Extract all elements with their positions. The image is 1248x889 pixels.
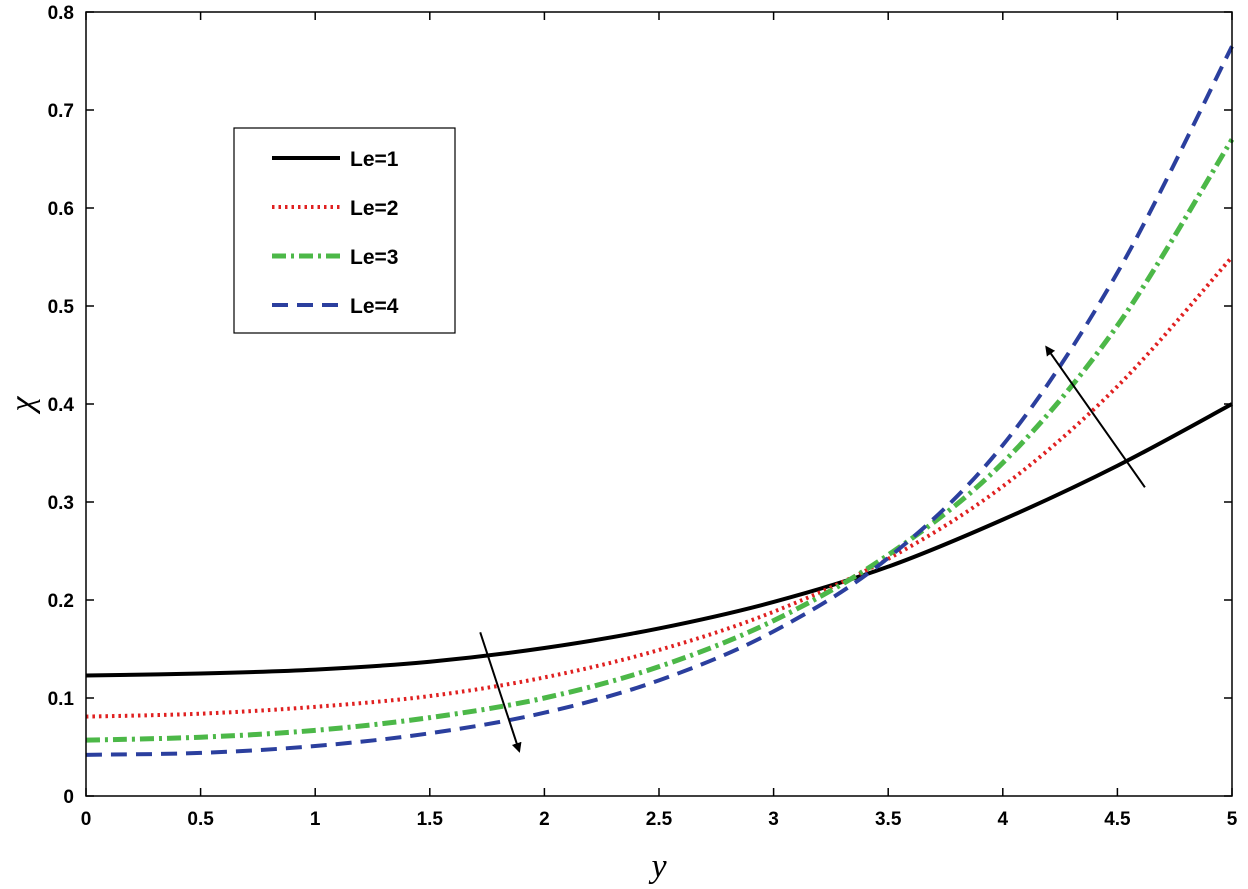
x-axis-label: y xyxy=(648,848,667,884)
x-tick-label: 3.5 xyxy=(875,809,902,830)
legend-label-3: Le=3 xyxy=(350,246,398,269)
y-tick-label: 0 xyxy=(63,787,74,808)
legend-label-4: Le=4 xyxy=(350,295,399,318)
x-tick-label: 4 xyxy=(998,809,1009,830)
tick-layer: 0 0.5 1 1.5 2 2.5 3 3.5 4 4.5 5 0 0.1 0.2 0.3 0.4 0.5 0.6… xyxy=(48,3,1238,830)
legend-label-2: Le=2 xyxy=(350,197,398,220)
x-tick-label: 0.5 xyxy=(187,809,214,830)
y-axis-label: χ xyxy=(4,395,41,414)
annotation-layer xyxy=(479,345,1146,753)
y-tick-label: 0.6 xyxy=(48,199,74,220)
y-tick-label: 0.8 xyxy=(48,3,74,24)
x-tick-label: 5 xyxy=(1227,809,1238,830)
legend: Le=1 Le=2 Le=3 Le=4 xyxy=(233,127,456,334)
y-tick-label: 0.7 xyxy=(48,101,74,122)
y-tick-label: 0.3 xyxy=(48,493,74,514)
x-tick-label: 2.5 xyxy=(646,809,673,830)
x-tick-label: 0 xyxy=(81,809,92,830)
annotation-arrow-1 xyxy=(479,632,522,753)
x-tick-label: 1 xyxy=(310,809,321,830)
x-tick-label: 1.5 xyxy=(417,809,444,830)
y-tick-label: 0.4 xyxy=(48,395,75,416)
legend-label-1: Le=1 xyxy=(350,148,399,171)
y-tick-label: 0.2 xyxy=(48,591,74,612)
legend-box xyxy=(233,127,456,334)
x-tick-label: 3 xyxy=(768,809,779,830)
x-tick-label: 4.5 xyxy=(1104,809,1131,830)
series-line-4 xyxy=(85,45,1234,757)
series-line-1 xyxy=(85,402,1233,678)
y-tick-label: 0.1 xyxy=(48,689,75,710)
series-line-2 xyxy=(85,255,1234,719)
x-tick-label: 2 xyxy=(539,809,550,830)
annotation-arrow-2 xyxy=(1045,345,1146,488)
y-tick-label: 0.5 xyxy=(48,297,75,318)
